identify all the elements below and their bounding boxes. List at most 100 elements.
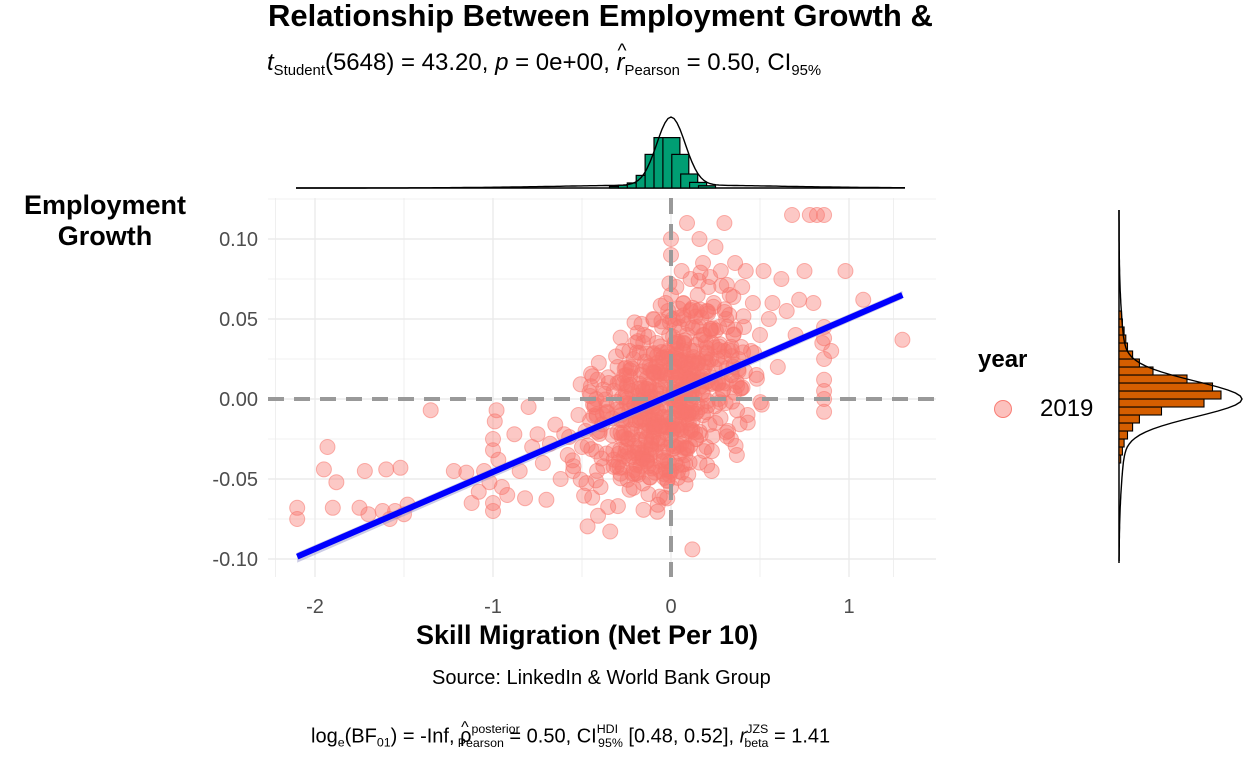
scatter-point: [735, 308, 752, 325]
scatter-point: [647, 443, 664, 460]
y-histogram-bar: [1118, 398, 1205, 408]
scatter-point: [445, 463, 462, 479]
scatter-point: [652, 297, 669, 314]
scatter-point: [470, 483, 487, 500]
x-tick-label: 1: [843, 596, 854, 618]
scatter-point: [683, 355, 700, 372]
scatter-point: [700, 279, 717, 295]
scatter-point: [734, 379, 751, 396]
chart-caption: Source: LinkedIn & World Bank Group: [432, 667, 771, 689]
scatter-point: [600, 498, 617, 515]
scatter-point: [739, 414, 756, 431]
scatter-point: [760, 311, 777, 327]
y-tick-label: 0.00: [219, 389, 258, 411]
scatter-point: [650, 414, 667, 431]
x-tick-label: -2: [306, 596, 324, 618]
scatter-point: [675, 295, 692, 312]
scatter-point: [319, 439, 336, 455]
scatter-point: [727, 321, 744, 338]
scatter-point: [699, 303, 716, 320]
scatter-point: [702, 269, 719, 286]
scatter-point: [616, 367, 633, 384]
scatter-point: [392, 459, 409, 476]
scatter-point: [635, 475, 652, 492]
scatter-point: [816, 403, 833, 420]
scatter-point: [778, 303, 795, 319]
scatter-point: [538, 491, 555, 508]
scatter-point: [579, 518, 596, 535]
scatter-point: [600, 369, 617, 386]
y-axis-label: Employment Growth: [23, 190, 187, 251]
scatter-point: [805, 295, 822, 311]
scatter-point: [637, 353, 654, 370]
x-axis-label: Skill Migration (Net Per 10): [416, 620, 759, 650]
scatter-point: [590, 354, 607, 371]
scatter-point: [583, 365, 600, 382]
scatter-point: [713, 277, 730, 294]
scatter-point: [723, 338, 740, 355]
scatter-point: [623, 421, 640, 438]
scatter-point: [727, 437, 744, 454]
scatter-point: [589, 462, 606, 479]
y-tick-label: -0.10: [212, 549, 258, 571]
scatter-point: [485, 503, 501, 519]
scatter-point: [584, 368, 601, 385]
scatter-point: [716, 215, 733, 231]
scatter-point: [669, 469, 686, 486]
legend-key-icon: [994, 400, 1012, 418]
scatter-point: [731, 416, 748, 433]
scatter-point: [289, 511, 306, 527]
bayes-stats-caption: loge(BF01) = -Inf, ρposteriorPearson = 0…: [311, 711, 830, 759]
scatter-point: [721, 307, 738, 324]
scatter-point: [565, 458, 582, 475]
scatter-point: [755, 263, 772, 279]
scatter-point: [595, 381, 612, 398]
x-histogram-bar: [697, 185, 717, 189]
scatter-point: [737, 263, 754, 279]
scatter-point: [488, 402, 505, 419]
scatter-point: [744, 295, 761, 311]
y-histogram-bar: [1118, 430, 1129, 440]
scatter-point: [643, 460, 660, 477]
x-tick-label: -1: [484, 596, 502, 618]
scatter-point: [701, 416, 718, 433]
scatter-point: [360, 506, 377, 523]
scatter-point: [681, 454, 698, 471]
scatter-point: [695, 255, 712, 271]
x-marginal-histogram: [296, 116, 905, 189]
scatter-point: [699, 457, 716, 474]
scatter-point: [499, 487, 516, 503]
scatter-point: [791, 291, 808, 308]
scatter-point: [748, 370, 765, 387]
legend-title: year: [978, 346, 1028, 373]
scatter-point: [682, 271, 699, 287]
scatter-point: [356, 463, 373, 479]
y-tick-label: -0.05: [212, 469, 258, 491]
scatter-point: [584, 489, 601, 506]
scatter-point: [734, 279, 751, 295]
scatter-point: [680, 466, 697, 483]
y-histogram-bar: [1118, 414, 1140, 424]
scatter-point: [673, 422, 690, 439]
scatter-point: [823, 343, 840, 359]
scatter-point: [463, 495, 480, 511]
scatter-point: [315, 461, 332, 478]
y-density-curve: [1118, 210, 1243, 561]
scatter-point: [816, 207, 833, 223]
scatter-point: [649, 496, 666, 513]
y-histogram-bar: [1118, 406, 1163, 416]
scatter-point: [652, 338, 669, 355]
scatter-point: [651, 420, 668, 437]
scatter-point: [517, 490, 534, 507]
scatter-point: [752, 327, 768, 343]
scatter-point: [639, 451, 656, 468]
scatter-point: [485, 431, 501, 447]
scatter-point: [621, 450, 638, 467]
scatter-point: [727, 255, 744, 271]
scatter-point: [588, 443, 605, 460]
scatter-point: [590, 507, 607, 524]
scatter-point: [679, 215, 696, 231]
scatter-point: [612, 465, 629, 482]
scatter-point: [635, 501, 652, 518]
